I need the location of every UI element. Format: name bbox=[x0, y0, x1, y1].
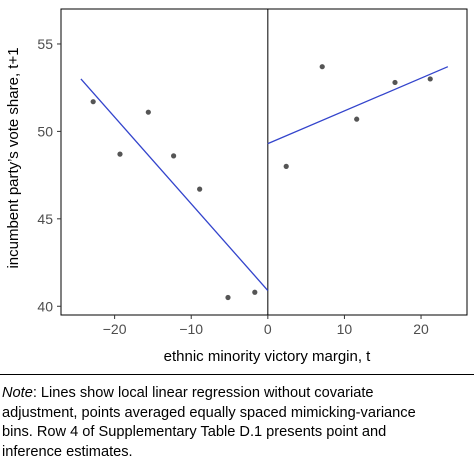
data-point-12 bbox=[427, 76, 433, 82]
x-tick-label: 0 bbox=[264, 321, 272, 337]
data-point-6 bbox=[225, 294, 231, 301]
caption-line-1: Note: Lines show local linear regression… bbox=[2, 385, 374, 401]
data-point-2 bbox=[117, 151, 123, 157]
x-tick-label: 10 bbox=[337, 321, 353, 337]
caption-line-2: adjustment, points averaged equally spac… bbox=[2, 404, 416, 421]
data-point-1 bbox=[90, 99, 96, 105]
x-tick-label: −10 bbox=[179, 321, 203, 337]
note-label: Note bbox=[2, 385, 33, 401]
data-point-9 bbox=[319, 64, 325, 70]
y-axis-label: incumbent party’s vote share, t+1 bbox=[5, 47, 22, 268]
caption-divider bbox=[0, 374, 474, 375]
fit-line-right bbox=[267, 66, 449, 145]
data-point-7 bbox=[252, 289, 258, 295]
x-tick-label: −20 bbox=[103, 321, 127, 337]
x-axis-label: ethnic minority victory margin, t bbox=[164, 348, 372, 365]
y-tick-label: 50 bbox=[37, 123, 53, 139]
data-point-11 bbox=[392, 79, 398, 86]
data-point-10 bbox=[354, 116, 360, 122]
data-point-4 bbox=[171, 153, 177, 159]
y-tick-label: 45 bbox=[37, 211, 53, 227]
fit-line-left bbox=[80, 78, 269, 291]
y-tick-label: 55 bbox=[37, 36, 53, 52]
figure-caption: Note: Lines show local linear regression… bbox=[2, 384, 474, 462]
x-tick-label: 20 bbox=[413, 321, 429, 337]
x-axis-ticks: −20 −10 0 10 20 bbox=[103, 315, 429, 337]
data-point-5 bbox=[197, 186, 203, 192]
plot-area bbox=[60, 8, 468, 316]
y-tick-label: 40 bbox=[37, 298, 53, 314]
plot-frame bbox=[60, 8, 468, 316]
data-point-3 bbox=[145, 109, 151, 115]
caption-line-3: bins. Row 4 of Supplementary Table D.1 p… bbox=[2, 424, 387, 440]
caption-line-4: inference estimates. bbox=[2, 443, 133, 460]
y-axis-ticks: 40 45 50 55 bbox=[37, 36, 61, 314]
data-point-8 bbox=[283, 163, 289, 169]
